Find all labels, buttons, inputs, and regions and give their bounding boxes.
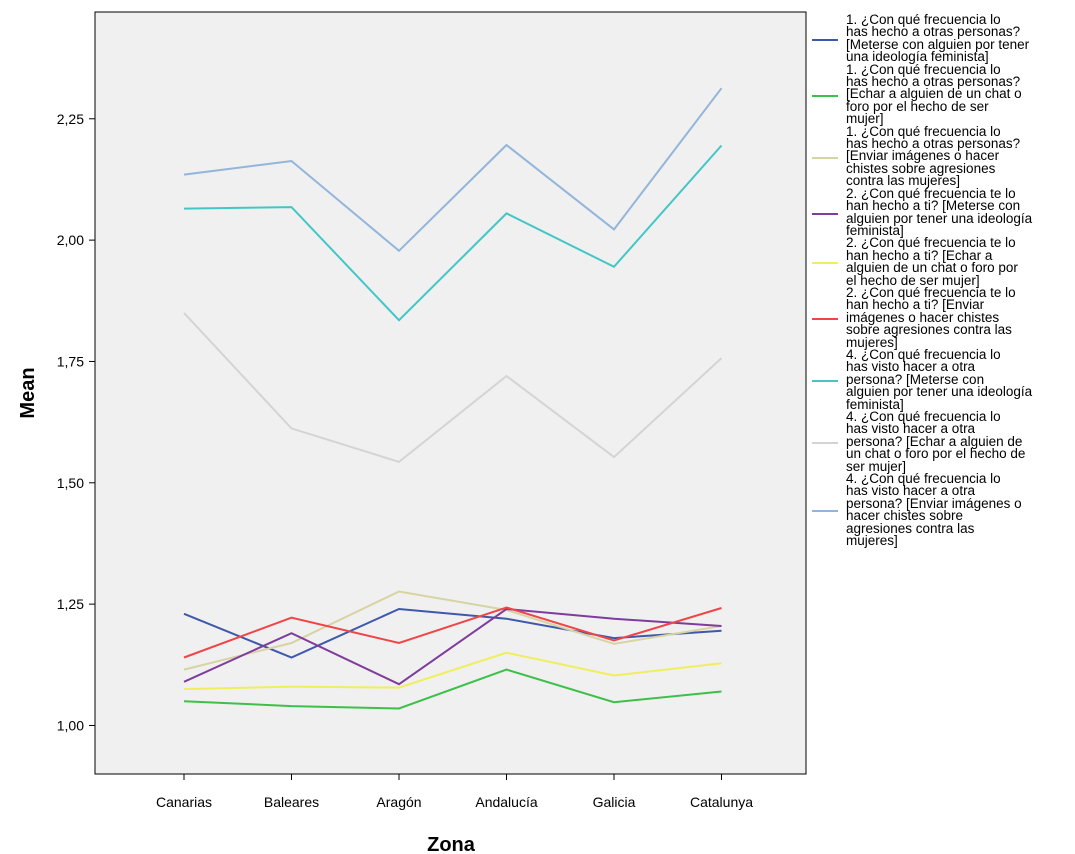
series-line-7 (183, 144, 723, 322)
legend-swatch (812, 379, 838, 382)
legend-label: 1. ¿Con qué frecuencia lo has hecho a otr… (846, 61, 1022, 127)
x-tick-label: Aragón (376, 794, 421, 810)
series-line-4 (183, 607, 722, 686)
y-tick-label: 2,25 (57, 111, 84, 127)
legend-item: 4. ¿Con qué frecuencia lo has visto hacer… (812, 471, 1074, 549)
series-line-1 (183, 607, 722, 659)
legend-label: 2. ¿Con qué frecuencia te lo han hecho a … (846, 284, 1016, 350)
legend-item: 1. ¿Con qué frecuencia lo has hecho a otr… (812, 123, 1074, 189)
legend-swatch (812, 94, 838, 97)
series-line-9 (183, 87, 723, 253)
x-tick-label: Canarias (156, 794, 212, 810)
y-tick-label: 1,50 (57, 475, 84, 491)
legend-item: 4. ¿Con qué frecuencia lo has visto hacer… (812, 409, 1074, 474)
series-layer (183, 87, 723, 710)
legend-label: 4. ¿Con qué frecuencia lo has visto hacer… (846, 409, 1026, 474)
series-line-8 (183, 312, 723, 464)
series-line-6 (183, 606, 722, 659)
legend-swatch (812, 442, 838, 445)
axis-layer: 1,00 1,25 1,50 1,75 2,00 2,25 Canarias Baleares… (57, 111, 753, 810)
legend-label: 1. ¿Con qué frecuencia lo has hecho a otr… (846, 123, 1021, 189)
legend: 1. ¿Con qué frecuencia lo has hecho a otr… (812, 12, 1074, 549)
x-tick-label: Catalunya (690, 794, 753, 810)
y-axis-title: Mean (17, 367, 39, 418)
x-axis-title: Zona (427, 834, 476, 854)
series-line-3 (183, 590, 722, 671)
series-line-5 (183, 651, 722, 691)
legend-item: 1. ¿Con qué frecuencia lo has hecho a otr… (812, 12, 1074, 65)
x-tick-label: Andalucía (475, 794, 537, 810)
y-tick-label: 1,75 (57, 353, 84, 369)
legend-swatch (812, 317, 838, 320)
y-tick-label: 1,00 (57, 717, 84, 733)
x-tick-label: Galicia (593, 794, 636, 810)
legend-item: 2. ¿Con qué frecuencia te lo han hecho a … (812, 185, 1074, 238)
x-tick-label: Baleares (264, 794, 319, 810)
legend-item: 1. ¿Con qué frecuencia lo has hecho a otr… (812, 61, 1074, 127)
legend-swatch (812, 262, 838, 265)
plot-area (94, 11, 807, 775)
legend-item: 2. ¿Con qué frecuencia te lo han hecho a … (812, 284, 1074, 350)
legend-label: 1. ¿Con qué frecuencia lo has hecho a otr… (846, 12, 1030, 65)
legend-label: 2. ¿Con qué frecuencia te lo han hecho a … (846, 235, 1018, 288)
y-tick-label: 1,25 (57, 596, 84, 612)
legend-swatch (812, 510, 838, 513)
legend-item: 4. ¿Con qué frecuencia lo has visto hacer… (812, 346, 1074, 412)
legend-label: 2. ¿Con qué frecuencia te lo han hecho a … (846, 185, 1033, 238)
legend-swatch (812, 212, 838, 215)
legend-item: 2. ¿Con qué frecuencia te lo han hecho a … (812, 235, 1074, 288)
legend-label: 4. ¿Con qué frecuencia lo has visto hacer… (846, 471, 1022, 549)
y-tick-label: 2,00 (57, 232, 84, 248)
series-line-2 (183, 668, 722, 710)
legend-label: 4. ¿Con qué frecuencia lo has visto hacer… (846, 346, 1033, 412)
legend-swatch (812, 38, 838, 41)
legend-swatch (812, 156, 838, 159)
